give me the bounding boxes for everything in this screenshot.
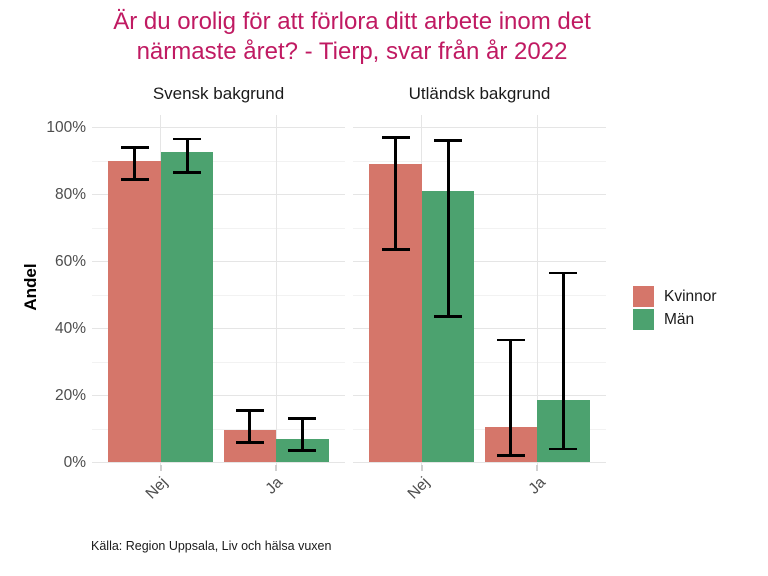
chart-title: Är du orolig för att förlora ditt arbete…: [0, 7, 704, 66]
gridline-minor: [92, 428, 345, 430]
bar-kvinnor-nej: [108, 160, 161, 463]
gridline-major: [353, 261, 606, 263]
legend-swatch-kvinnor: [633, 286, 654, 307]
error-bar-line-m-n-nej: [446, 140, 450, 317]
error-bar-cap-bottom-m-n-ja: [549, 447, 578, 451]
gridline-major: [92, 462, 345, 464]
error-bar-cap-bottom-kvinnor-ja: [235, 440, 264, 444]
x-tick-label-ja-svensk: Ja: [262, 474, 287, 498]
legend-label-man: Män: [664, 310, 695, 328]
gridline-major: [92, 194, 345, 196]
x-tick-label-ja-utlandsk: Ja: [525, 474, 550, 498]
legend-item-man: Män: [633, 309, 717, 330]
gridline-minor: [353, 160, 606, 162]
gridline-major: [353, 127, 606, 129]
y-tick-label-80: 80%: [54, 186, 86, 203]
error-bar-cap-bottom-m-n-ja: [288, 449, 317, 452]
error-bar-cap-bottom-m-n-nej: [173, 171, 202, 174]
source-caption: Källa: Region Uppsala, Liv och hälsa vux…: [91, 539, 332, 553]
x-axis-tick: [536, 465, 538, 471]
gridline-minor: [92, 227, 345, 229]
error-bar-cap-bottom-m-n-nej: [434, 315, 463, 318]
x-axis-tick: [160, 465, 162, 471]
y-tick-label-20: 20%: [54, 387, 86, 404]
facet-panel-svensk: [92, 115, 345, 465]
gridline-minor: [353, 428, 606, 430]
gridline-minor: [92, 160, 345, 162]
error-bar-cap-bottom-kvinnor-nej: [120, 177, 149, 181]
error-bar-cap-bottom-kvinnor-ja: [496, 454, 525, 457]
legend-label-kvinnor: Kvinnor: [664, 287, 717, 305]
gridline-major: [353, 194, 606, 196]
x-axis-tick: [275, 465, 277, 471]
gridline-major: [92, 328, 345, 330]
error-bar-cap-top-kvinnor-ja: [496, 338, 525, 342]
error-bar-line-m-n-ja: [300, 418, 304, 451]
facet-strip-utlandsk-bakgrund: Utländsk bakgrund: [408, 84, 551, 103]
bar-m-n-nej: [160, 152, 214, 463]
gridline-minor: [92, 361, 345, 363]
error-bar-line-kvinnor-nej: [133, 147, 137, 180]
gridline-major: [353, 395, 606, 397]
legend: Kvinnor Män: [633, 286, 717, 332]
error-bar-cap-top-m-n-ja: [549, 271, 578, 275]
error-bar-cap-bottom-kvinnor-nej: [381, 248, 410, 251]
y-tick-label-100: 100%: [46, 119, 86, 136]
gridline-minor: [353, 294, 606, 296]
error-bar-cap-top-kvinnor-ja: [235, 408, 264, 412]
error-bar-cap-top-m-n-nej: [434, 139, 463, 143]
error-bar-line-m-n-nej: [185, 139, 189, 173]
facet-panel-utlandsk: [353, 115, 606, 465]
legend-item-kvinnor: Kvinnor: [633, 286, 717, 307]
error-bar-line-m-n-ja: [561, 273, 565, 449]
gridline-major: [92, 261, 345, 263]
gridline-category: [536, 115, 538, 465]
gridline-major: [353, 328, 606, 330]
error-bar-cap-top-kvinnor-nej: [381, 135, 410, 139]
gridline-minor: [353, 227, 606, 229]
error-bar-line-kvinnor-ja: [248, 410, 252, 443]
legend-swatch-man: [633, 309, 654, 330]
error-bar-line-kvinnor-ja: [509, 340, 513, 456]
chart-title-line-1: Är du orolig för att förlora ditt arbete…: [113, 8, 591, 35]
error-bar-line-kvinnor-nej: [394, 137, 398, 250]
gridline-minor: [92, 294, 345, 296]
y-tick-label-40: 40%: [54, 320, 86, 337]
gridline-minor: [353, 361, 606, 363]
gridline-major: [92, 395, 345, 397]
y-tick-label-60: 60%: [54, 253, 86, 270]
x-tick-label-nej-svensk: Nej: [142, 474, 172, 503]
gridline-category: [275, 115, 277, 465]
x-axis-tick: [421, 465, 423, 471]
gridline-major: [353, 462, 606, 464]
gridline-major: [92, 127, 345, 129]
chart-title-line-2: närmaste året? - Tierp, svar från år 202…: [136, 37, 568, 65]
error-bar-cap-top-kvinnor-nej: [120, 146, 149, 149]
x-tick-label-nej-utlandsk: Nej: [404, 474, 434, 503]
y-tick-label-0: 0%: [63, 454, 86, 471]
error-bar-cap-top-m-n-ja: [288, 417, 317, 421]
facet-strip-svensk-bakgrund: Svensk bakgrund: [152, 84, 285, 103]
error-bar-cap-top-m-n-nej: [173, 137, 202, 141]
